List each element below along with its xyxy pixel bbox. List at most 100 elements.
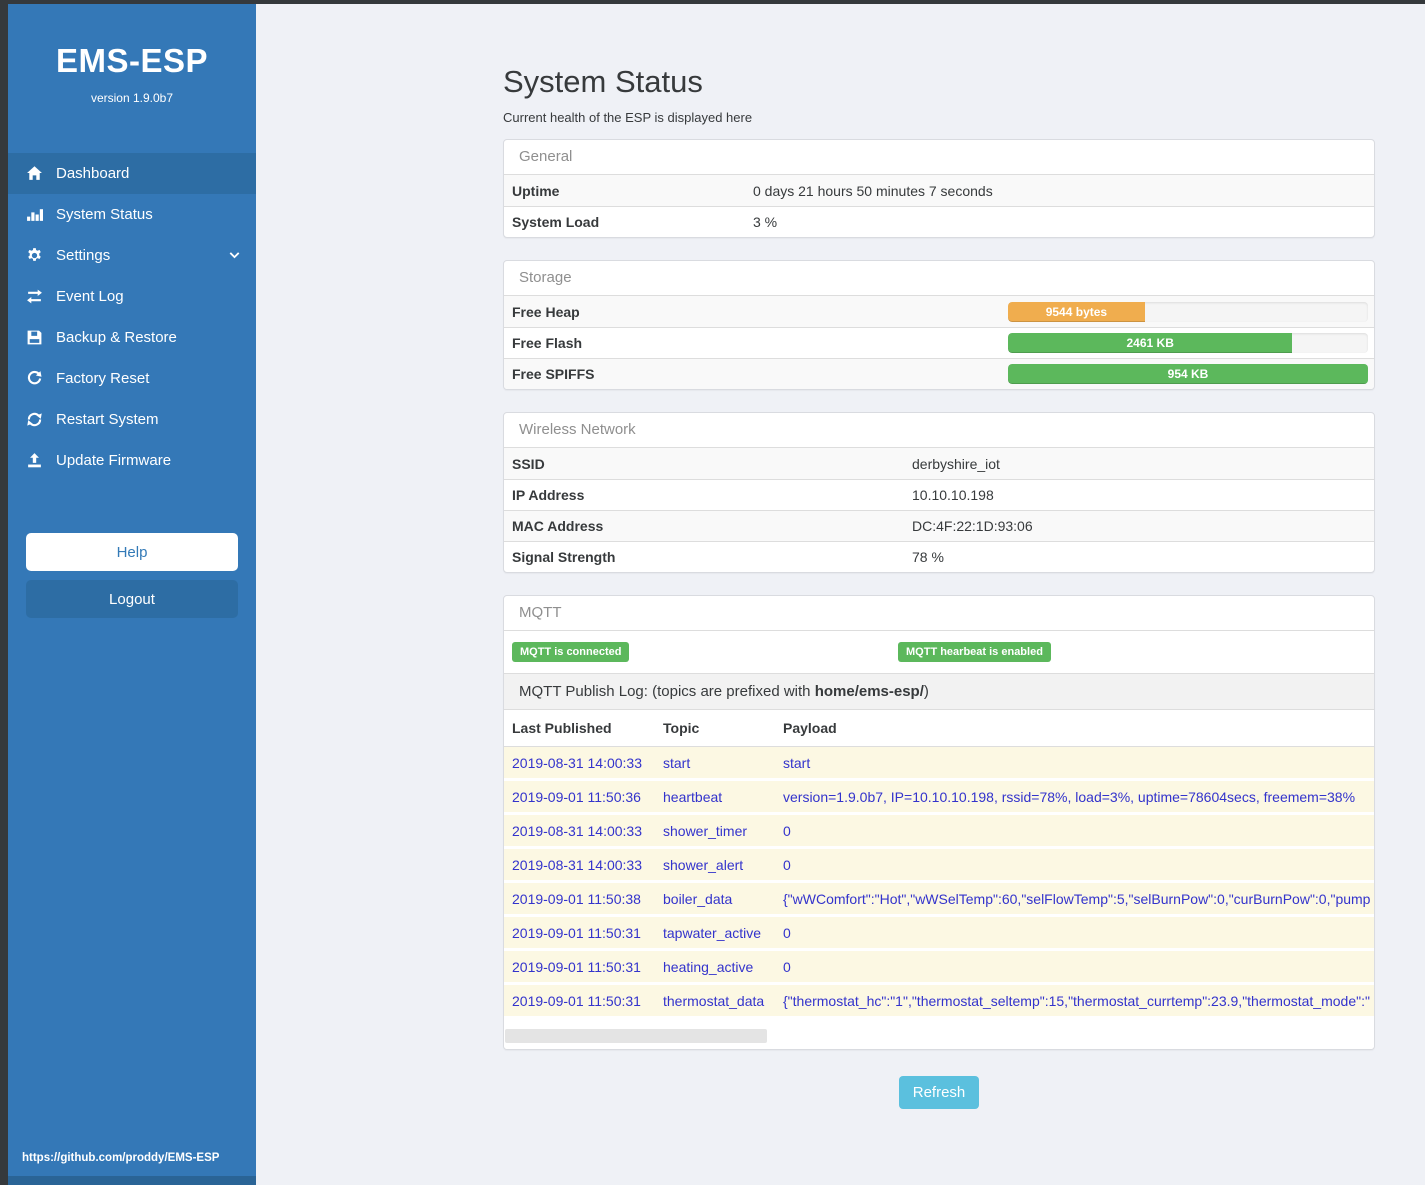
sidebar-item-backup-restore[interactable]: Backup & Restore xyxy=(8,317,256,358)
log-payload: {"thermostat_hc":"1","thermostat_seltemp… xyxy=(783,992,1370,1009)
column-header-last-published: Last Published xyxy=(512,720,612,736)
sidebar-menu: Dashboard System Status Settings xyxy=(8,153,256,481)
log-timestamp: 2019-09-01 11:50:31 xyxy=(512,924,641,941)
free-flash-progress-fill: 2461 KB xyxy=(1008,333,1293,353)
log-payload: {"wWComfort":"Hot","wWSelTemp":60,"selFl… xyxy=(783,890,1371,907)
undo-icon xyxy=(24,370,44,387)
logout-button[interactable]: Logout xyxy=(26,580,238,618)
table-row: 2019-08-31 14:00:33 start start xyxy=(504,747,1374,781)
column-header-topic: Topic xyxy=(663,720,700,736)
publish-log-topic-prefix: home/ems-esp/ xyxy=(814,683,924,700)
log-payload: 0 xyxy=(783,856,791,873)
horizontal-scrollbar-thumb[interactable] xyxy=(505,1029,767,1043)
free-spiffs-progressbar: 954 KB xyxy=(1008,364,1368,384)
log-payload: 0 xyxy=(783,822,791,839)
uptime-value: 0 days 21 hours 50 minutes 7 seconds xyxy=(753,182,993,199)
general-panel: General Uptime 0 days 21 hours 50 minute… xyxy=(503,139,1375,238)
sidebar-item-label: Event Log xyxy=(56,288,124,305)
sidebar-item-dashboard[interactable]: Dashboard xyxy=(8,153,256,194)
storage-panel-header: Storage xyxy=(504,261,1374,296)
chevron-down-icon xyxy=(228,249,241,266)
mac-address-label: MAC Address xyxy=(512,518,604,534)
publish-log-prefix: MQTT Publish Log: (topics are prefixed w… xyxy=(519,683,815,700)
app-frame: EMS-ESP version 1.9.0b7 Dashboard System… xyxy=(8,4,1425,1185)
sidebar-item-factory-reset[interactable]: Factory Reset xyxy=(8,358,256,399)
table-row: IP Address 10.10.10.198 xyxy=(504,479,1374,510)
brand: EMS-ESP version 1.9.0b7 xyxy=(8,4,256,105)
refresh-icon xyxy=(24,411,44,428)
refresh-row: Refresh xyxy=(503,1076,1375,1109)
log-topic: thermostat_data xyxy=(663,992,765,1009)
log-topic: tapwater_active xyxy=(663,924,762,941)
upload-icon xyxy=(24,452,44,469)
exchange-icon xyxy=(24,288,44,305)
table-row: Uptime 0 days 21 hours 50 minutes 7 seco… xyxy=(504,175,1374,206)
table-row: System Load 3 % xyxy=(504,206,1374,237)
free-heap-progressbar: 9544 bytes xyxy=(1008,301,1368,322)
gear-icon xyxy=(24,247,44,264)
sidebar-item-restart-system[interactable]: Restart System xyxy=(8,399,256,440)
mqtt-panel-header: MQTT xyxy=(504,596,1374,631)
sidebar-item-update-firmware[interactable]: Update Firmware xyxy=(8,440,256,481)
sidebar-item-event-log[interactable]: Event Log xyxy=(8,276,256,317)
table-row: 2019-09-01 11:50:31 thermostat_data {"th… xyxy=(504,985,1374,1019)
signal-strength-value: 78 % xyxy=(912,549,944,565)
log-topic: start xyxy=(663,754,691,771)
column-header-payload: Payload xyxy=(783,720,837,736)
log-timestamp: 2019-09-01 11:50:31 xyxy=(512,958,641,975)
free-spiffs-label: Free SPIFFS xyxy=(512,366,595,382)
ip-address-value: 10.10.10.198 xyxy=(912,487,994,503)
log-timestamp: 2019-09-01 11:50:38 xyxy=(512,890,641,907)
log-payload: 0 xyxy=(783,958,791,975)
sidebar-bottom-strip xyxy=(8,1176,256,1185)
signal-strength-label: Signal Strength xyxy=(512,549,616,565)
table-row: 2019-08-31 14:00:33 shower_timer 0 xyxy=(504,815,1374,849)
ssid-label: SSID xyxy=(512,455,545,472)
wireless-panel: Wireless Network SSID derbyshire_iot IP … xyxy=(503,412,1375,573)
table-row: 2019-08-31 14:00:33 shower_alert 0 xyxy=(504,849,1374,883)
log-timestamp: 2019-09-01 11:50:36 xyxy=(512,788,641,805)
app-version: version 1.9.0b7 xyxy=(90,91,174,105)
sidebar-item-label: System Status xyxy=(56,206,153,223)
levels-icon xyxy=(24,206,44,223)
table-row: 2019-09-01 11:50:36 heartbeat version=1.… xyxy=(504,781,1374,815)
free-heap-progress-fill: 9544 bytes xyxy=(1008,301,1145,322)
sidebar-item-label: Restart System xyxy=(56,411,159,428)
mqtt-publish-log-caption: MQTT Publish Log: (topics are prefixed w… xyxy=(504,673,1374,710)
free-spiffs-progress-fill: 954 KB xyxy=(1008,364,1368,384)
uptime-label: Uptime xyxy=(512,182,560,199)
help-button[interactable]: Help xyxy=(26,533,238,571)
table-row: MAC Address DC:4F:22:1D:93:06 xyxy=(504,510,1374,541)
refresh-button[interactable]: Refresh xyxy=(898,1076,980,1109)
table-row: 2019-09-01 11:50:31 tapwater_active 0 xyxy=(504,917,1374,951)
sidebar-item-settings[interactable]: Settings xyxy=(8,235,256,276)
log-timestamp: 2019-08-31 14:00:33 xyxy=(512,856,642,873)
mac-address-value: DC:4F:22:1D:93:06 xyxy=(912,518,1033,534)
mqtt-badges-row: MQTT is connected MQTT hearbeat is enabl… xyxy=(504,631,1374,673)
free-heap-label: Free Heap xyxy=(512,303,580,320)
sidebar-item-label: Factory Reset xyxy=(56,370,150,387)
log-timestamp: 2019-08-31 14:00:33 xyxy=(512,754,642,771)
system-load-label: System Load xyxy=(512,214,600,230)
log-payload: 0 xyxy=(783,924,791,941)
ssid-value: derbyshire_iot xyxy=(912,455,1000,472)
home-icon xyxy=(24,165,44,182)
save-icon xyxy=(24,329,44,346)
sidebar-item-system-status[interactable]: System Status xyxy=(8,194,256,235)
table-row: Free Heap 9544 bytes xyxy=(504,296,1374,327)
sidebar-item-label: Backup & Restore xyxy=(56,329,177,346)
mqtt-panel: MQTT MQTT is connected MQTT hearbeat is … xyxy=(503,595,1375,1050)
sidebar: EMS-ESP version 1.9.0b7 Dashboard System… xyxy=(8,4,256,1185)
free-flash-progressbar: 2461 KB xyxy=(1008,333,1368,353)
general-panel-header: General xyxy=(504,140,1374,175)
table-row: 2019-09-01 11:50:38 boiler_data {"wWComf… xyxy=(504,883,1374,917)
log-timestamp: 2019-09-01 11:50:31 xyxy=(512,992,641,1009)
table-row: SSID derbyshire_iot xyxy=(504,448,1374,479)
system-load-value: 3 % xyxy=(753,214,778,230)
publish-log-suffix: ) xyxy=(923,683,929,700)
page-title: System Status xyxy=(503,64,703,99)
log-payload: version=1.9.0b7, IP=10.10.10.198, rssid=… xyxy=(783,788,1356,805)
page-subtitle: Current health of the ESP is displayed h… xyxy=(503,110,753,125)
mqtt-connected-badge: MQTT is connected xyxy=(512,642,630,662)
github-link[interactable]: https://github.com/proddy/EMS-ESP xyxy=(22,1152,220,1164)
